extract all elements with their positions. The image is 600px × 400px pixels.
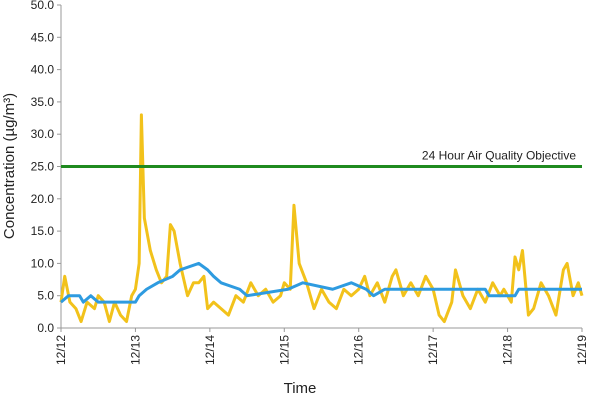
- x-tick-label: 12/16: [352, 335, 366, 365]
- x-tick-label: 12/12: [54, 335, 68, 365]
- x-tick-label: 12/19: [575, 335, 589, 365]
- x-tick-label: 12/17: [426, 335, 440, 365]
- series-line: [60, 261, 582, 304]
- series-line: [59, 113, 584, 324]
- y-tick-label: 25.0: [31, 160, 55, 174]
- y-tick-label: 40.0: [31, 63, 55, 77]
- x-tick-label: 12/15: [277, 335, 291, 365]
- y-tick-label: 50.0: [31, 0, 55, 12]
- x-tick-label: 12/18: [501, 335, 515, 365]
- y-tick-label: 30.0: [31, 127, 55, 141]
- x-tick-label: 12/13: [128, 335, 142, 365]
- y-tick-label: 45.0: [31, 30, 55, 44]
- y-tick-label: 10.0: [31, 256, 55, 270]
- x-axis-title: Time: [284, 380, 317, 397]
- line-label: 24 Hour Air Quality Objective: [422, 149, 576, 163]
- y-tick-label: 0.0: [37, 321, 54, 335]
- y-axis-title: Concentration (µg/m³): [1, 93, 18, 239]
- y-tick-label: 5.0: [37, 289, 54, 303]
- y-tick-label: 20.0: [31, 192, 55, 206]
- y-tick-label: 15.0: [31, 224, 55, 238]
- x-tick-label: 12/14: [203, 335, 217, 365]
- y-tick-label: 35.0: [31, 95, 55, 109]
